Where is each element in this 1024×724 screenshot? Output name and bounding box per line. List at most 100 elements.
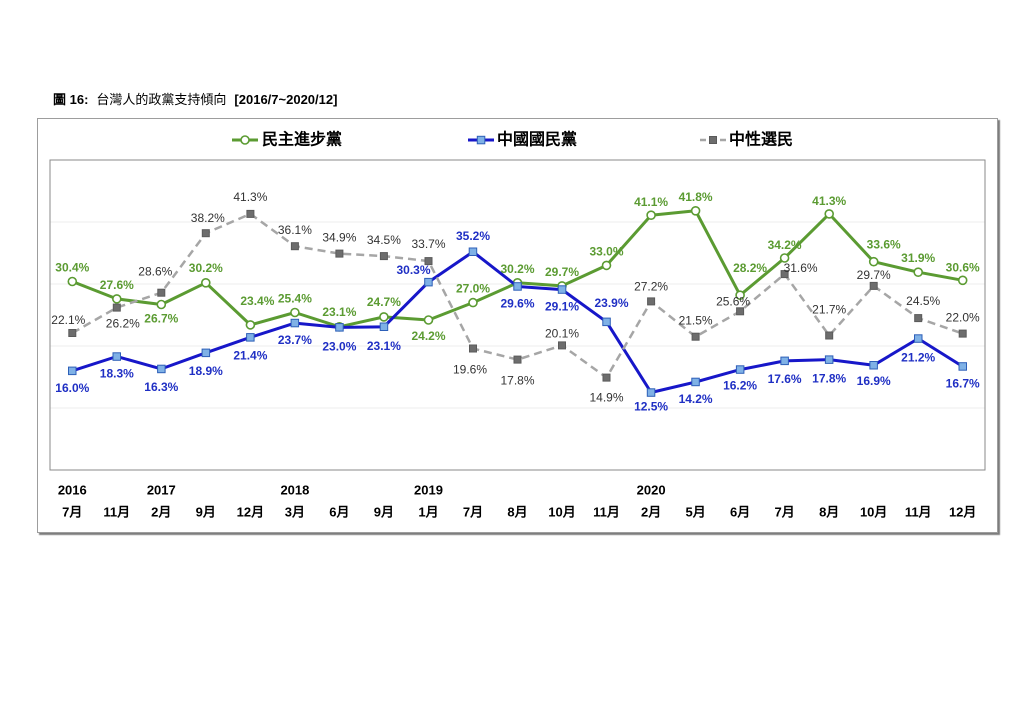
kmt-data-label: 14.2%: [679, 392, 713, 406]
kmt-data-label: 16.3%: [144, 380, 178, 394]
kmt-point: [335, 323, 344, 332]
kmt-point: [290, 318, 300, 328]
month-tick-label: 7月: [463, 505, 483, 520]
kmt-data-label: 29.6%: [500, 297, 534, 311]
neutral-point: [825, 331, 834, 340]
neutral-point: [112, 303, 121, 312]
kmt-data-label: 23.0%: [322, 339, 356, 353]
dpp-data-label: 30.4%: [55, 261, 89, 275]
legend-marker-dpp: [240, 135, 250, 145]
legend-swatch-dpp: [232, 135, 258, 145]
kmt-data-label: 21.2%: [901, 351, 935, 365]
month-tick-label: 12月: [237, 505, 264, 520]
month-tick-label: 9月: [374, 505, 394, 520]
neutral-data-label: 27.2%: [634, 279, 668, 293]
dpp-point: [290, 307, 300, 318]
dpp-data-label: 28.2%: [733, 261, 767, 275]
figure-title: 圖 16: 台灣人的政黨支持傾向 [2016/7~2020/12]: [53, 89, 337, 108]
month-tick-label: 11月: [905, 505, 932, 520]
dpp-data-label: 41.3%: [812, 194, 846, 208]
kmt-point: [914, 334, 923, 343]
series-neutral: [68, 209, 967, 382]
month-tick-label: 11月: [593, 505, 620, 520]
neutral-data-label: 24.5%: [906, 294, 940, 308]
month-tick-label: 3月: [285, 505, 305, 520]
legend-label-kmt: 中國國民黨: [497, 130, 577, 149]
dpp-point: [67, 276, 78, 287]
neutral-point: [914, 314, 923, 323]
kmt-point: [824, 355, 834, 364]
month-tick-label: 8月: [819, 505, 839, 520]
neutral-point: [201, 229, 210, 238]
neutral-data-label: 28.6%: [138, 265, 172, 279]
dpp-point: [779, 253, 790, 263]
dpp-point: [379, 312, 389, 322]
kmt-point: [379, 322, 389, 331]
neutral-data-label: 20.1%: [545, 326, 579, 340]
neutral-data-label: 22.0%: [946, 311, 980, 325]
date-range: [2016/7~2020/12]: [234, 92, 338, 107]
neutral-data-label: 17.8%: [500, 374, 534, 388]
dpp-data-label: 33.6%: [867, 238, 901, 252]
neutral-data-label: 41.3%: [233, 190, 267, 204]
year-tick-label: 2020: [637, 483, 666, 498]
data-labels: 30.4% 27.6% 26.7% 30.2% 23.4% 25.4% 23.1% 24.7%…: [51, 190, 980, 414]
kmt-point: [602, 317, 611, 327]
kmt-point: [958, 362, 967, 371]
neutral-point: [469, 344, 477, 353]
legend-marker-neutral: [709, 136, 717, 144]
dpp-point: [957, 275, 968, 286]
neutral-point: [736, 307, 745, 316]
month-tick-label: 2月: [641, 505, 661, 520]
dpp-point: [156, 299, 167, 310]
neutral-point: [424, 257, 433, 266]
neutral-data-label: 21.7%: [812, 303, 846, 317]
dpp-point: [201, 277, 211, 288]
dpp-point: [690, 206, 701, 216]
dpp-point: [735, 290, 745, 301]
month-tick-label: 5月: [685, 505, 705, 520]
neutral-data-label: 33.7%: [411, 237, 445, 251]
dpp-point: [913, 267, 924, 278]
kmt-data-label: 16.2%: [723, 379, 757, 393]
month-tick-label: 6月: [329, 505, 349, 520]
year-tick-label: 2017: [147, 483, 176, 498]
dpp-data-label: 26.7%: [144, 312, 178, 326]
dpp-data-label: 23.4%: [240, 294, 274, 308]
kmt-data-label: 30.3%: [396, 263, 430, 277]
kmt-data-label: 18.9%: [189, 364, 223, 378]
legend-marker-kmt: [476, 135, 486, 145]
kmt-data-label: 16.0%: [55, 381, 89, 395]
x-axis: 2016 7月 11月 2017 2月 9月 12月 2018 3月 6月 9月 2019 1月 7月 8月…: [58, 483, 977, 520]
kmt-data-label: 23.7%: [278, 333, 312, 347]
dpp-data-label: 41.8%: [679, 190, 713, 204]
dpp-point: [824, 209, 835, 219]
legend-swatch-kmt: [468, 135, 494, 145]
month-tick-label: 7月: [62, 505, 82, 520]
neutral-point: [379, 252, 388, 261]
neutral-point: [691, 332, 700, 341]
series-line-neutral: [71, 212, 964, 379]
neutral-point: [869, 281, 878, 290]
dpp-data-label: 30.6%: [946, 260, 980, 274]
dpp-point: [646, 210, 656, 220]
neutral-data-label: 19.6%: [453, 363, 487, 377]
kmt-data-label: 18.3%: [100, 367, 134, 381]
dpp-data-label: 24.7%: [367, 295, 401, 309]
dpp-data-label: 27.6%: [100, 278, 134, 292]
series-layer: [67, 206, 968, 397]
dpp-point: [423, 315, 434, 325]
year-tick-label: 2016: [58, 483, 87, 498]
dpp-data-label: 25.4%: [278, 292, 312, 306]
neutral-point: [290, 242, 299, 251]
dpp-data-label: 23.1%: [322, 305, 356, 319]
dpp-point: [245, 320, 256, 330]
kmt-point: [646, 388, 656, 397]
dpp-point: [112, 294, 122, 304]
neutral-data-label: 22.1%: [51, 313, 85, 327]
kmt-point: [557, 285, 567, 294]
kmt-point: [112, 352, 121, 361]
kmt-point: [735, 365, 745, 374]
kmt-data-label: 29.1%: [545, 300, 579, 314]
